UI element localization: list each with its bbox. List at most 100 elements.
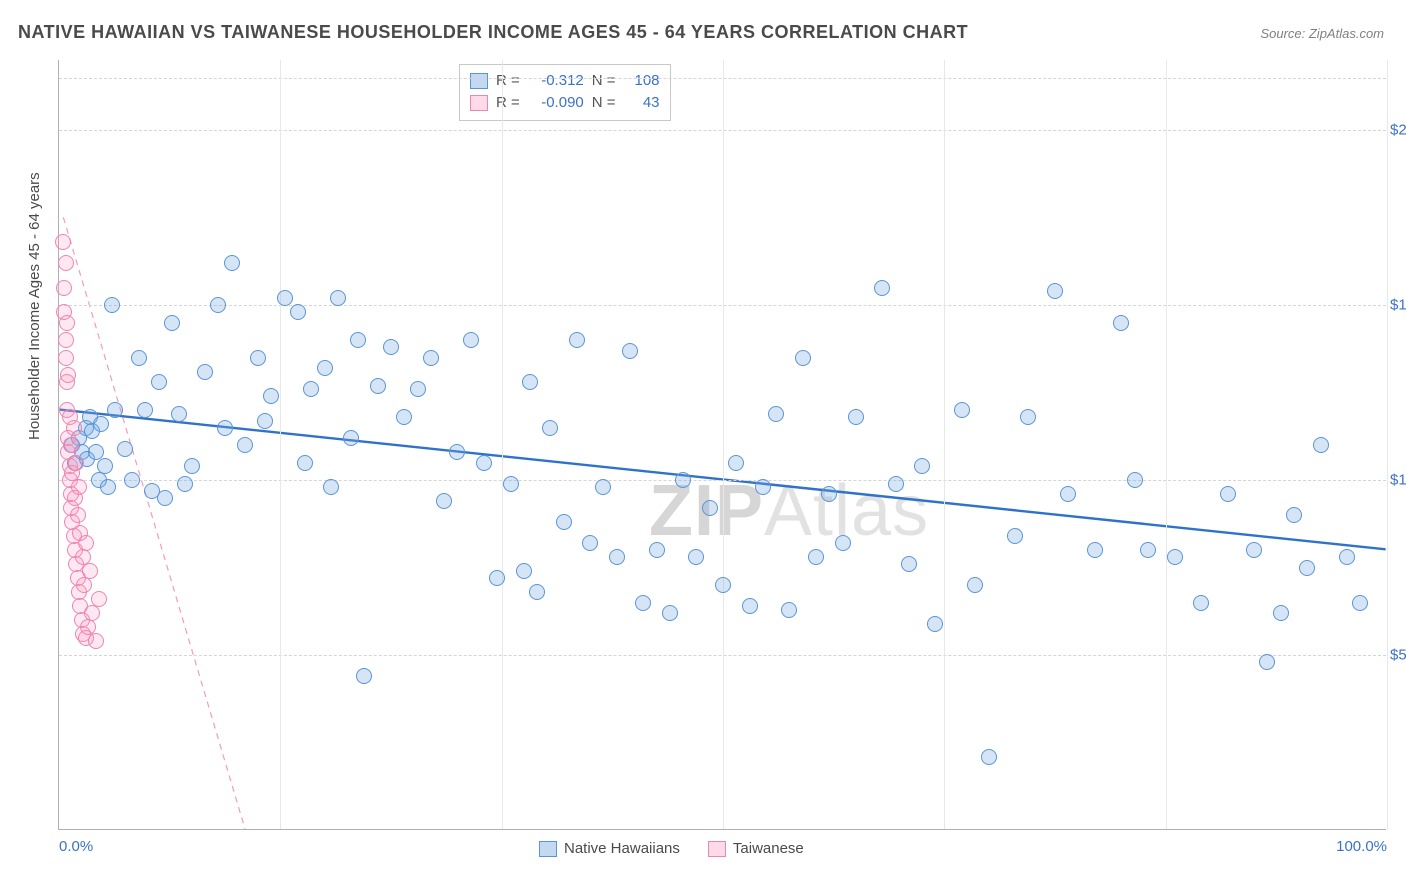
data-point-blue [755,479,771,495]
data-point-blue [874,280,890,296]
data-point-blue [662,605,678,621]
data-point-blue [476,455,492,471]
data-point-blue [423,350,439,366]
data-point-blue [323,479,339,495]
data-point-blue [556,514,572,530]
data-point-blue [237,437,253,453]
data-point-blue [582,535,598,551]
data-point-blue [954,402,970,418]
data-point-blue [297,455,313,471]
data-point-blue [1007,528,1023,544]
data-point-blue [1020,409,1036,425]
data-point-blue [1113,315,1129,331]
data-point-blue [177,476,193,492]
chart-title: NATIVE HAWAIIAN VS TAIWANESE HOUSEHOLDER… [18,22,968,43]
data-point-blue [981,749,997,765]
data-point-blue [1047,283,1063,299]
y-tick-label: $200,000 [1390,122,1406,139]
r-value-blue: -0.312 [528,70,584,92]
chart-plot-area: ZIPAtlas R = -0.312 N = 108 R = -0.090 N… [58,60,1386,830]
data-point-blue [449,444,465,460]
data-point-blue [370,378,386,394]
data-point-blue [410,381,426,397]
data-point-pink [82,563,98,579]
data-point-pink [56,280,72,296]
data-point-blue [117,441,133,457]
correlation-stats-box: R = -0.312 N = 108 R = -0.090 N = 43 [459,64,671,121]
data-point-pink [63,437,79,453]
data-point-blue [1060,486,1076,502]
gridline-v [1166,60,1167,829]
data-point-pink [55,234,71,250]
data-point-blue [609,549,625,565]
data-point-blue [489,570,505,586]
data-point-blue [263,388,279,404]
data-point-blue [290,304,306,320]
r-label: R = [496,92,520,114]
data-point-pink [66,420,82,436]
data-point-pink [84,605,100,621]
data-point-blue [901,556,917,572]
data-point-blue [522,374,538,390]
data-point-pink [71,479,87,495]
data-point-blue [157,490,173,506]
data-point-blue [1167,549,1183,565]
data-point-blue [1313,437,1329,453]
data-point-blue [396,409,412,425]
data-point-blue [715,577,731,593]
data-point-blue [848,409,864,425]
data-point-blue [728,455,744,471]
data-point-blue [151,374,167,390]
y-tick-label: $50,000 [1390,647,1406,664]
data-point-blue [164,315,180,331]
data-point-blue [702,500,718,516]
data-point-blue [463,332,479,348]
legend-swatch-pink [708,841,726,857]
data-point-blue [97,458,113,474]
data-point-blue [436,493,452,509]
data-point-blue [137,402,153,418]
data-point-blue [171,406,187,422]
data-point-blue [303,381,319,397]
data-point-blue [1193,595,1209,611]
data-point-pink [58,350,74,366]
x-tick-label: 100.0% [1336,838,1387,855]
data-point-blue [1127,472,1143,488]
data-point-blue [542,420,558,436]
data-point-blue [768,406,784,422]
data-point-blue [688,549,704,565]
data-point-pink [58,332,74,348]
data-point-pink [68,455,84,471]
data-point-blue [781,602,797,618]
gridline-v [723,60,724,829]
data-point-blue [1087,542,1103,558]
data-point-blue [330,290,346,306]
gridline-v [280,60,281,829]
data-point-blue [529,584,545,600]
stats-row-pink: R = -0.090 N = 43 [470,92,660,114]
data-point-blue [675,472,691,488]
data-point-blue [210,297,226,313]
bottom-legend: Native Hawaiians Taiwanese [539,840,804,857]
data-point-blue [1259,654,1275,670]
data-point-blue [1246,542,1262,558]
data-point-blue [224,255,240,271]
data-point-blue [124,472,140,488]
data-point-blue [131,350,147,366]
data-point-blue [277,290,293,306]
legend-item-pink: Taiwanese [708,840,804,857]
data-point-blue [835,535,851,551]
data-point-blue [503,476,519,492]
data-point-blue [967,577,983,593]
data-point-pink [76,577,92,593]
data-point-blue [795,350,811,366]
data-point-blue [217,420,233,436]
data-point-blue [184,458,200,474]
y-tick-label: $150,000 [1390,297,1406,314]
data-point-blue [635,595,651,611]
data-point-blue [1220,486,1236,502]
data-point-blue [808,549,824,565]
swatch-blue [470,73,488,89]
data-point-pink [60,367,76,383]
data-point-blue [93,416,109,432]
